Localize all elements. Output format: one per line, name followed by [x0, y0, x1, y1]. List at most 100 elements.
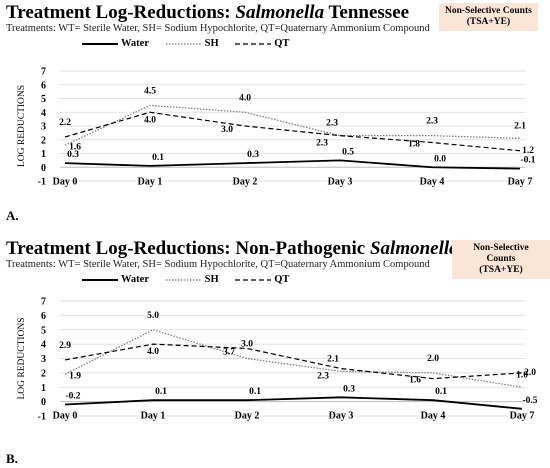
counts-badge: Non-Selective Counts (TSA+YE) — [439, 3, 538, 31]
legend-item-sh: SH — [165, 274, 219, 285]
series-line-water — [64, 396, 523, 410]
y-axis-label: LOG REDUCTIONS — [17, 317, 27, 399]
legend-label: SH — [204, 38, 219, 49]
legend-label: Water — [121, 38, 149, 49]
data-label: 4.0 — [144, 115, 156, 125]
title-italic-text: Salmonella — [369, 238, 459, 259]
x-tick-label: Day 0 — [53, 411, 78, 422]
legend-item-qt: QT — [235, 274, 289, 285]
panel-label: B. — [6, 451, 18, 466]
data-label: 2.1 — [514, 121, 526, 131]
series-line-water — [64, 159, 521, 170]
x-tick-label: Day 1 — [138, 176, 163, 187]
legend-item-water: Water — [82, 38, 149, 49]
x-tick-label: Day 4 — [421, 411, 446, 422]
data-label: 1.6 — [409, 376, 421, 386]
y-tick-label: 7 — [41, 297, 46, 308]
data-label: 1.8 — [408, 140, 420, 150]
x-tick-label: Day 7 — [508, 176, 533, 187]
data-label: 2.3 — [316, 139, 328, 149]
line-chart: -1 0 1 2 3 4 5 6 7 LOG REDUCTIONS 0.3 0.1 0.3 0.5 0.0 -… — [17, 67, 536, 188]
counts-badge: Non-Selective Counts (TSA+YE) — [452, 240, 550, 279]
y-tick-label: 5 — [41, 94, 46, 105]
y-axis-label: LOG REDUCTIONS — [17, 85, 27, 167]
legend-item-water: Water — [82, 274, 149, 285]
data-label: -0.5 — [522, 396, 537, 406]
data-label: 0.1 — [155, 387, 167, 397]
data-label: 4.0 — [147, 347, 159, 357]
y-tick-label: 5 — [41, 325, 46, 336]
legend-label: QT — [274, 38, 290, 49]
y-tick-label: 4 — [41, 108, 46, 119]
data-label: 5.0 — [147, 311, 159, 321]
data-label: 0.1 — [435, 387, 447, 397]
x-tick-label: Day 3 — [329, 411, 354, 422]
x-tick-label: Day 7 — [510, 411, 535, 422]
series-line-sh — [64, 104, 521, 146]
data-label: 0.0 — [434, 154, 446, 164]
data-label: 2.3 — [426, 117, 438, 127]
data-label: -0.1 — [520, 156, 535, 166]
y-tick-label: 3 — [41, 122, 46, 133]
data-label: 3.0 — [241, 340, 253, 350]
data-label: 2.9 — [59, 341, 71, 351]
title-italic-text: Salmonella — [235, 2, 325, 23]
y-tick-label: 2 — [41, 368, 46, 379]
y-tick-label: 0 — [41, 163, 46, 174]
legend-label: SH — [204, 274, 219, 285]
title-text: Treatment Log-Reductions: — [6, 2, 236, 23]
data-label: 0.3 — [343, 384, 355, 394]
data-label: 1.9 — [69, 371, 81, 381]
x-tick-label: Day 0 — [53, 176, 78, 187]
x-tick-label: Day 3 — [328, 176, 353, 187]
y-tick-label: 6 — [41, 311, 46, 322]
data-label: 2.1 — [327, 354, 339, 364]
legend-item-sh: SH — [165, 38, 219, 49]
y-tick-label: 1 — [41, 383, 46, 394]
chart-legend: Water SH QT — [82, 38, 303, 49]
title-text: Treatment Log-Reductions: Non-Pathogenic — [6, 238, 370, 259]
data-label: 2.0 — [524, 368, 536, 378]
panel-label: A. — [6, 208, 19, 223]
chart-panel-a: Treatment Log-Reductions: Salmonella Ten… — [0, 0, 550, 228]
series-line-sh — [64, 329, 523, 388]
data-label: 4.0 — [239, 93, 251, 103]
x-tick-label: Day 2 — [235, 411, 260, 422]
legend-item-qt: QT — [235, 38, 289, 49]
data-label: 3.0 — [221, 125, 233, 135]
data-label: 0.5 — [342, 147, 354, 157]
chart-legend: Water SH QT — [82, 274, 303, 285]
data-label: 0.3 — [67, 150, 79, 160]
x-tick-label: Day 1 — [141, 411, 166, 422]
y-tick-label: 3 — [41, 354, 46, 365]
data-label: 1.0 — [516, 370, 528, 380]
y-tick-label: -1 — [38, 412, 46, 423]
data-label: 2.3 — [326, 119, 338, 129]
data-label: 1.6 — [69, 142, 81, 152]
data-label: 2.3 — [317, 372, 329, 382]
chart-subtitle: Treatments: WT= Sterile Water, SH= Sodiu… — [6, 23, 430, 34]
data-label: 0.1 — [152, 153, 164, 163]
y-tick-label: 7 — [41, 67, 46, 78]
series-line-qt — [64, 343, 523, 380]
badge-line-2: (TSA+YE) — [466, 17, 511, 27]
y-tick-label: 6 — [41, 80, 46, 91]
series-line-qt — [64, 111, 521, 152]
title-suffix-text: Tennessee — [324, 2, 410, 23]
chart-title: Treatment Log-Reductions: Non-Pathogenic… — [6, 238, 459, 260]
data-label: 4.5 — [144, 86, 156, 96]
data-label: 2.0 — [427, 354, 439, 364]
y-tick-label: -1 — [38, 177, 46, 188]
x-tick-label: Day 2 — [233, 176, 258, 187]
data-label: 3.7 — [223, 347, 235, 357]
chart-title: Treatment Log-Reductions: Salmonella Ten… — [6, 2, 409, 24]
badge-line-1: Non-Selective Counts — [473, 243, 529, 264]
data-label: 0.3 — [247, 150, 259, 160]
y-tick-label: 1 — [41, 149, 46, 160]
data-label: 2.2 — [59, 118, 71, 128]
chart-subtitle: Treatments: WT= Sterile Water, SH= Sodiu… — [6, 259, 430, 270]
badge-line-1: Non-Selective Counts — [445, 6, 532, 16]
y-tick-label: 0 — [41, 397, 46, 408]
legend-label: Water — [121, 274, 149, 285]
y-tick-label: 2 — [41, 135, 46, 146]
